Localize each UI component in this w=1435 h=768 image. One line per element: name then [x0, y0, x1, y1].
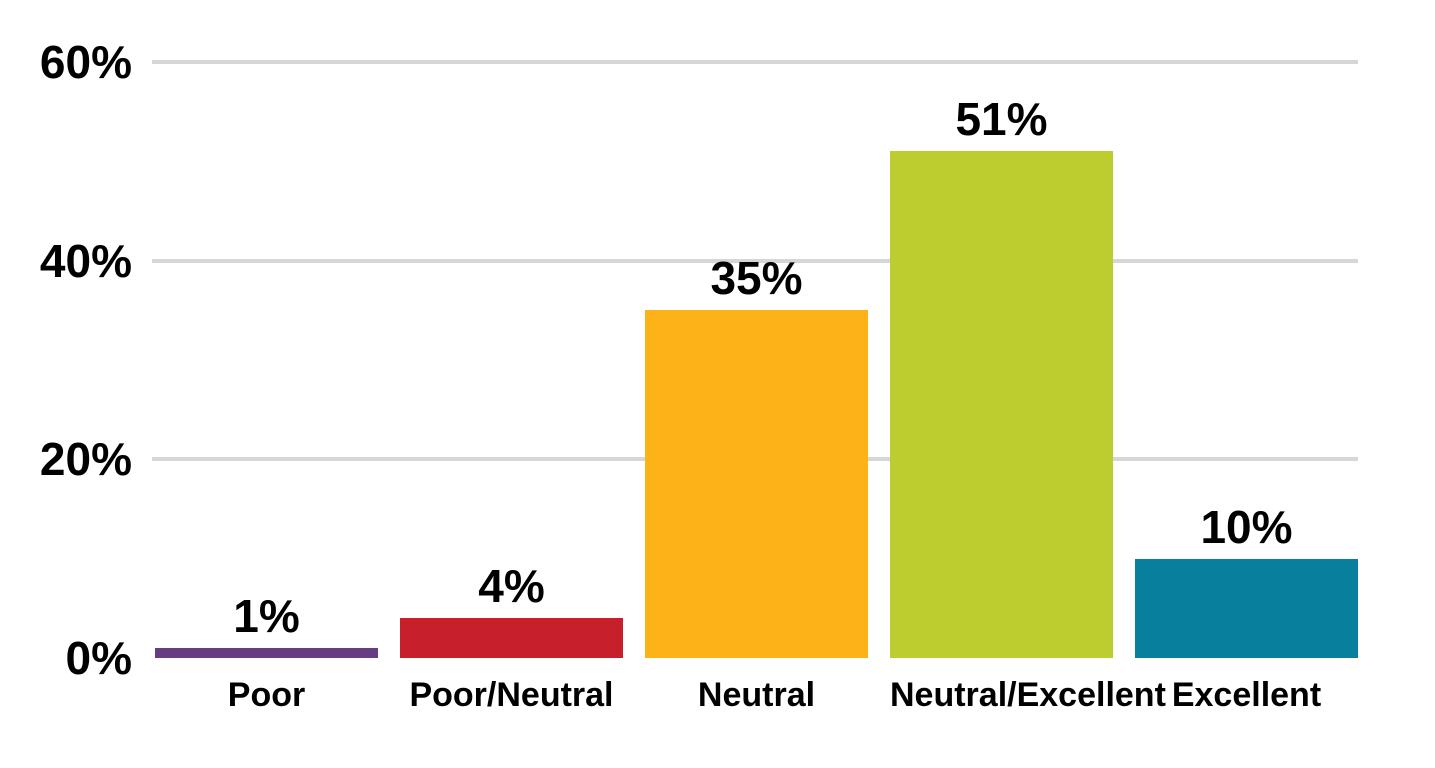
- y-tick-label: 60%: [39, 36, 132, 88]
- y-tick-label: 0%: [65, 632, 132, 684]
- gridline-40: [152, 258, 1358, 263]
- bar-value-label: 35%: [710, 252, 803, 305]
- x-category-label: Neutral/Excellent: [890, 676, 1166, 714]
- x-category-label: Poor: [227, 676, 306, 714]
- bar-cell: 4%: [400, 62, 623, 658]
- bar: [155, 648, 378, 658]
- y-tick-label: 40%: [39, 234, 132, 287]
- x-axis-labels: Poor Poor/Neutral Neutral Neutral/Excellent…: [152, 678, 1358, 712]
- bar: [890, 151, 1113, 658]
- y-tick-label: 20%: [39, 433, 132, 486]
- bar-cell: 1%: [155, 62, 378, 658]
- bar: [645, 310, 868, 658]
- bar: [400, 618, 623, 658]
- bar-value-label: 51%: [955, 93, 1048, 146]
- bar-value-label: 1%: [233, 590, 300, 643]
- bar-cell: 35%: [645, 62, 868, 658]
- bar-cell: 51%: [890, 62, 1113, 658]
- x-category-label: Excellent: [1171, 676, 1322, 714]
- y-axis: 0% 20% 40% 60%: [0, 39, 132, 681]
- bar-value-label: 4%: [478, 560, 545, 613]
- gridline-60: [152, 60, 1358, 64]
- x-category-label: Poor/Neutral: [409, 676, 614, 714]
- bar-value-label: 10%: [1200, 500, 1293, 553]
- bar: [1135, 558, 1358, 658]
- bars-row: 1% 4% 35% 51% 10%: [152, 62, 1358, 658]
- bar-cell: 10%: [1135, 62, 1358, 658]
- x-category-label: Neutral: [697, 676, 816, 714]
- plot-area: 1% 4% 35% 51% 10%: [152, 60, 1358, 658]
